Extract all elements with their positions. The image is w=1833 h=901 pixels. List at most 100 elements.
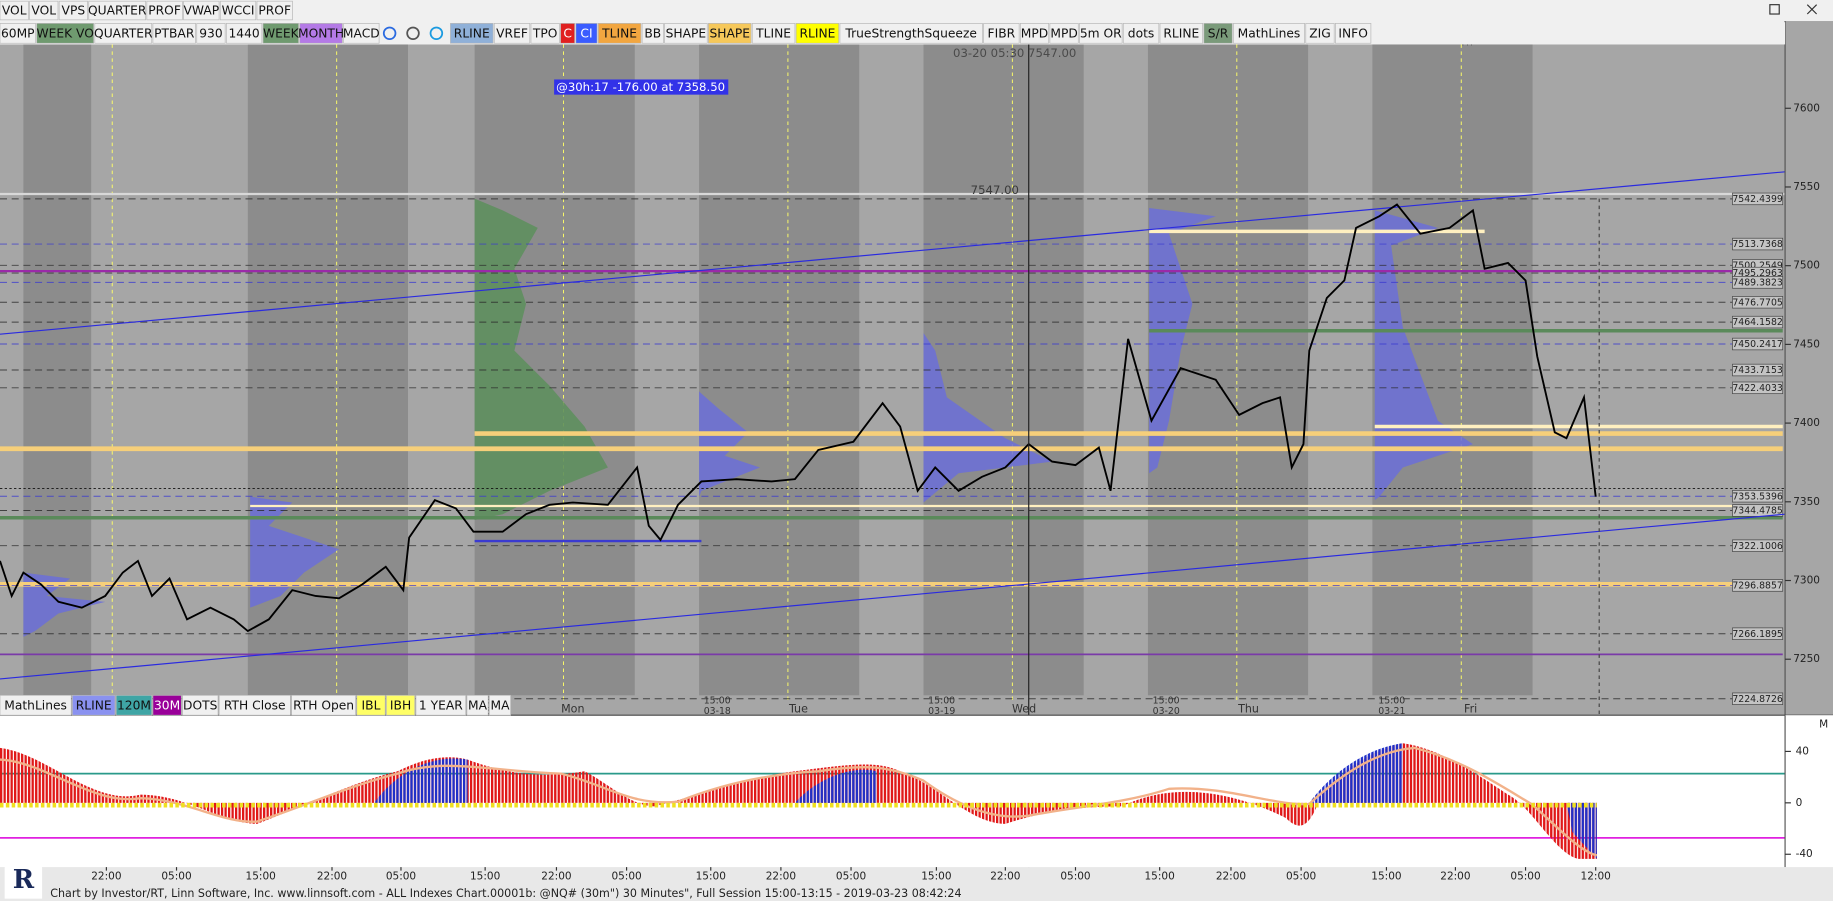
- level-label: 7500.2549: [1732, 260, 1783, 271]
- time-label: 22:00: [990, 870, 1020, 882]
- toolbar-label: C: [563, 26, 572, 40]
- signal-line: [0, 746, 1598, 857]
- toolbar-label: PROF: [148, 4, 181, 18]
- toolbar-button[interactable]: [839, 23, 983, 44]
- toolbar-button[interactable]: [1159, 23, 1204, 44]
- level-box: [1732, 237, 1784, 251]
- toolbar-button[interactable]: [219, 0, 257, 21]
- time-label: 05:00: [161, 870, 191, 882]
- toolbar-icon[interactable]: [429, 26, 444, 41]
- toolbar-button[interactable]: [575, 23, 598, 44]
- window-controls: [1769, 4, 1818, 15]
- toolbar-button[interactable]: [94, 23, 153, 44]
- toolbar-button[interactable]: [58, 0, 88, 21]
- session-time: 15:00: [928, 696, 955, 707]
- level-box: [1732, 381, 1784, 395]
- toolbar-button[interactable]: [1203, 23, 1233, 44]
- toolbar-button[interactable]: [225, 23, 263, 44]
- time-label: 22:00: [766, 870, 796, 882]
- level-label: 7489.3823: [1732, 277, 1783, 288]
- toolbar-label: WCCI: [222, 4, 255, 18]
- time-label: 05:00: [1510, 870, 1540, 882]
- toolbar-button[interactable]: [530, 23, 560, 44]
- time-label: 15:00: [696, 870, 726, 882]
- green-profile: [474, 198, 608, 521]
- toolbar-button[interactable]: [1122, 23, 1160, 44]
- toolbar-button[interactable]: [1049, 23, 1079, 44]
- toolbar-button[interactable]: [415, 694, 467, 716]
- toolbar-button[interactable]: [664, 23, 708, 44]
- toolbar-label: WEEK: [263, 26, 300, 40]
- price-axis-labels: 7600 7550 7500 7450 7400 7350 7300 7250: [1785, 102, 1820, 665]
- toolbar-button[interactable]: [450, 23, 494, 44]
- toolbar-label: RLINE: [76, 698, 112, 712]
- toolbar-button[interactable]: [386, 694, 416, 716]
- toolbar-label: VOL: [2, 4, 27, 18]
- session-time: 15:00: [1153, 696, 1180, 707]
- toolbar-button[interactable]: [36, 23, 94, 44]
- toolbar-button[interactable]: [152, 694, 182, 716]
- day-label: Tue: [788, 702, 808, 715]
- toolbar-label: VWAP: [183, 4, 219, 18]
- toolbar-button[interactable]: [29, 0, 59, 21]
- toolbar-button[interactable]: [1019, 23, 1050, 44]
- toolbar-label: TrueStrengthSqueeze: [844, 26, 977, 40]
- toolbar-button[interactable]: [983, 23, 1020, 44]
- toolbar-button[interactable]: [560, 23, 576, 44]
- toolbar-button[interactable]: [72, 694, 116, 716]
- level-box: [1732, 490, 1784, 503]
- toolbar-button[interactable]: [182, 694, 219, 716]
- toolbar-button[interactable]: [0, 23, 36, 44]
- price-bars: [0, 203, 1597, 633]
- time-labels: 22:00 05:00 15:00 22:00 05:00 15:00 22:00 05:00…: [91, 867, 1611, 882]
- toolbar-label: 30M: [154, 698, 180, 712]
- price-axis: [1785, 21, 1833, 716]
- toolbar-button[interactable]: [343, 23, 380, 44]
- toolbar-button[interactable]: [641, 23, 664, 44]
- toolbar-button[interactable]: [795, 23, 840, 44]
- toolbar-label: 60MP: [1, 26, 35, 40]
- toolbar-button[interactable]: [115, 694, 153, 716]
- toolbar-button[interactable]: [1305, 23, 1335, 44]
- toolbar-label: MathLines: [1238, 26, 1301, 40]
- session-date: 03-18: [704, 706, 731, 717]
- toolbar-button[interactable]: [1233, 23, 1305, 44]
- toolbar-button[interactable]: [218, 694, 291, 716]
- toolbar-button[interactable]: [356, 694, 386, 716]
- level-box: [1732, 692, 1784, 705]
- logo: R: [4, 862, 43, 899]
- toolbar-icon[interactable]: [382, 26, 397, 41]
- toolbar-button[interactable]: [493, 23, 531, 44]
- toolbar-button[interactable]: [1079, 23, 1123, 44]
- toolbar-button[interactable]: [597, 23, 642, 44]
- toolbar-button[interactable]: [196, 23, 226, 44]
- time-label: 15:00: [470, 870, 500, 882]
- restore-icon[interactable]: [1769, 4, 1780, 15]
- toolbar-button[interactable]: [299, 23, 343, 44]
- toolbar-button[interactable]: [152, 23, 196, 44]
- trend-line: [0, 171, 1786, 335]
- toolbar-button[interactable]: [751, 23, 796, 44]
- toolbar-button[interactable]: [183, 0, 220, 21]
- toolbar-button[interactable]: [146, 0, 183, 21]
- toolbar-button[interactable]: [262, 23, 299, 44]
- toolbar-button[interactable]: [256, 0, 293, 21]
- toolbar-icon[interactable]: [406, 26, 420, 41]
- time-axis: [0, 867, 1833, 901]
- toolbar-button[interactable]: [708, 23, 752, 44]
- time-label: 15:00: [1145, 870, 1175, 882]
- toolbar-button[interactable]: [0, 694, 72, 716]
- trend-line: [0, 513, 1786, 680]
- toolbar-button[interactable]: [0, 0, 29, 21]
- toolbar-button[interactable]: [466, 694, 489, 716]
- toolbar-label: RTH Close: [224, 698, 286, 712]
- toolbar-button[interactable]: [488, 694, 511, 716]
- level-label: 7476.7705: [1732, 297, 1783, 308]
- toolbar-button[interactable]: [1335, 23, 1372, 44]
- toolbar-label: RTH Open: [293, 698, 354, 712]
- toolbar-button[interactable]: [291, 694, 356, 716]
- day-label: Thu: [1237, 702, 1259, 715]
- toolbar-button[interactable]: [88, 0, 147, 21]
